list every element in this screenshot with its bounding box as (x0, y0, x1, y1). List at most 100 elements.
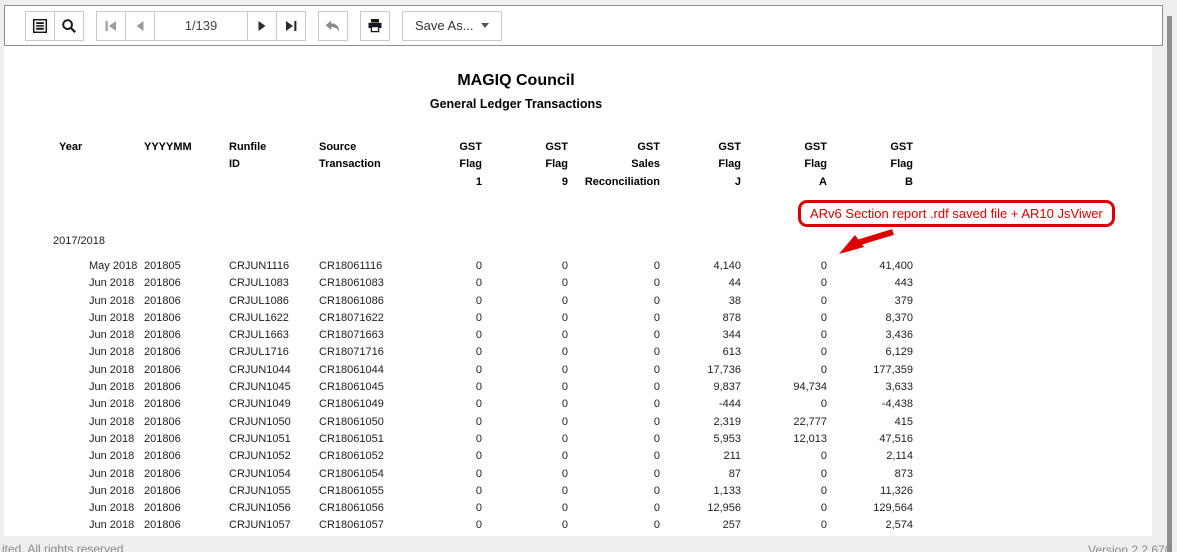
cell-gst-flag-9: 0 (561, 294, 568, 307)
first-page-button[interactable] (96, 10, 126, 41)
cell-runfile-id: CRJUN1057 (229, 519, 291, 532)
version-text: Version 2.2.670 (1088, 543, 1172, 552)
table-row: May 2018 201805 CRJUN1116 CR18061116 0 0 0 4,14… (59, 258, 913, 275)
prev-page-button[interactable] (125, 10, 155, 41)
cell-runfile-id: CRJUL1663 (229, 329, 289, 342)
cell-yyyymm: 201806 (144, 398, 181, 411)
cell-runfile-id: CRJUN1044 (229, 363, 291, 376)
cell-gst-sales-reconciliation: 0 (653, 294, 660, 307)
column-header-source-transaction: Source Transaction (319, 141, 381, 171)
cell-source-transaction: CR18061054 (319, 467, 384, 480)
cell-gst-flag-1: 0 (475, 329, 482, 342)
cell-gst-flag-1: 0 (475, 294, 482, 307)
cell-year: Jun 2018 (89, 294, 135, 307)
table-row: Jun 2018 201806 CRJUN1050 CR18061050 0 0 0 2,31… (59, 414, 913, 431)
cell-yyyymm: 201806 (144, 432, 181, 445)
cell-gst-sales-reconciliation: 0 (653, 467, 660, 480)
toolbar: Save As... (4, 5, 1163, 46)
cell-gst-flag-b: 41,400 (879, 260, 913, 272)
search-button[interactable] (54, 10, 84, 41)
cell-gst-flag-9: 0 (561, 260, 568, 272)
cell-gst-sales-reconciliation: 0 (653, 502, 660, 515)
cell-runfile-id: CRJUN1054 (229, 467, 291, 480)
cell-gst-flag-b: 3,436 (885, 329, 913, 342)
table-row: Jun 2018 201806 CRJUN1055 CR18061055 0 0 0 1,13… (59, 483, 913, 500)
table-row: Jun 2018 201806 CRJUN1044 CR18061044 0 0 0 17,7… (59, 362, 913, 379)
cell-source-transaction: CR18071663 (319, 329, 384, 342)
cell-year: Jun 2018 (89, 277, 135, 290)
toc-button[interactable] (25, 10, 55, 41)
cell-gst-flag-b: 177,359 (873, 363, 913, 376)
report-title: MAGIQ Council (457, 72, 575, 89)
cell-source-transaction: CR18071622 (319, 311, 384, 324)
page-nav-group (96, 10, 306, 41)
table-body: May 2018 201805 CRJUN1116 CR18061116 0 0 0 4,14… (59, 258, 913, 535)
next-page-button[interactable] (247, 10, 277, 41)
cell-gst-sales-reconciliation: 0 (653, 346, 660, 359)
cell-yyyymm: 201806 (144, 467, 181, 480)
caret-down-icon (480, 23, 489, 28)
cell-gst-flag-b: 2,114 (886, 450, 913, 463)
cell-runfile-id: CRJUL1086 (229, 294, 289, 307)
report-subtitle: General Ledger Transactions (429, 97, 603, 111)
cell-source-transaction: CR18061083 (319, 277, 384, 290)
cell-gst-flag-a: 94,734 (793, 381, 827, 394)
cell-gst-flag-9: 0 (561, 381, 568, 394)
last-page-button[interactable] (276, 10, 306, 41)
vertical-scrollbar[interactable] (1167, 16, 1172, 552)
cell-gst-flag-1: 0 (475, 346, 482, 359)
cell-runfile-id: CRJUN1056 (229, 502, 291, 515)
column-header-gst-flag-a: GST Flag A (804, 141, 827, 188)
cell-gst-flag-1: 0 (475, 467, 482, 480)
page-number-input[interactable] (154, 10, 248, 41)
cell-yyyymm: 201806 (144, 277, 181, 290)
cell-gst-flag-a: 0 (820, 502, 827, 515)
print-icon (368, 19, 382, 33)
next-page-icon (258, 20, 266, 31)
cell-gst-flag-a: 22,777 (793, 415, 827, 428)
cell-gst-flag-j: 878 (722, 311, 741, 324)
cell-gst-flag-9: 0 (561, 346, 568, 359)
cell-gst-flag-j: 613 (722, 346, 741, 359)
toc-icon (32, 18, 48, 33)
back-button[interactable] (318, 10, 348, 41)
cell-yyyymm: 201806 (144, 484, 181, 497)
cell-gst-flag-b: 443 (894, 277, 913, 290)
cell-gst-flag-1: 0 (475, 432, 482, 445)
cell-source-transaction: CR18061055 (319, 484, 384, 497)
table-row: Jun 2018 201806 CRJUL1663 CR18071663 0 0 0 344 0… (59, 327, 913, 344)
cell-yyyymm: 201806 (144, 381, 181, 394)
cell-gst-flag-b: 873 (894, 467, 913, 480)
cell-gst-sales-reconciliation: 0 (653, 519, 660, 532)
cell-gst-sales-reconciliation: 0 (653, 329, 660, 342)
cell-gst-flag-j: 17,736 (707, 363, 741, 376)
cell-gst-flag-a: 0 (820, 467, 827, 480)
cell-gst-flag-1: 0 (475, 381, 482, 394)
cell-gst-flag-b: 129,564 (873, 502, 913, 515)
cell-yyyymm: 201806 (144, 415, 181, 428)
cell-gst-flag-a: 0 (820, 260, 827, 272)
cell-gst-flag-j: 4,140 (713, 260, 741, 272)
cell-year: Jun 2018 (89, 381, 135, 394)
cell-gst-flag-b: -4,438 (881, 398, 913, 411)
cell-source-transaction: CR18061057 (319, 519, 384, 532)
cell-gst-sales-reconciliation: 0 (653, 484, 660, 497)
cell-source-transaction: CR18061044 (319, 363, 384, 376)
cell-gst-flag-b: 379 (894, 294, 913, 307)
cell-gst-flag-a: 0 (820, 363, 827, 376)
cell-year: Jun 2018 (89, 398, 135, 411)
cell-source-transaction: CR18061052 (319, 450, 384, 463)
print-button[interactable] (360, 10, 390, 41)
table-row: Jun 2018 201806 CRJUL1083 CR18061083 0 0 0 44 0 4… (59, 275, 913, 292)
save-as-button[interactable]: Save As... (402, 10, 502, 41)
cell-source-transaction: CR18061051 (319, 432, 384, 445)
cell-runfile-id: CRJUN1052 (229, 450, 291, 463)
cell-year: Jun 2018 (89, 311, 135, 324)
cell-gst-sales-reconciliation: 0 (653, 415, 660, 428)
cell-gst-sales-reconciliation: 0 (653, 450, 660, 463)
cell-source-transaction: CR18061086 (319, 294, 384, 307)
cell-gst-flag-1: 0 (475, 311, 482, 324)
cell-yyyymm: 201806 (144, 294, 181, 307)
cell-gst-flag-9: 0 (561, 502, 568, 515)
table-header: Year YYYYMM Runfile ID Source Transaction GST F… (59, 139, 913, 191)
